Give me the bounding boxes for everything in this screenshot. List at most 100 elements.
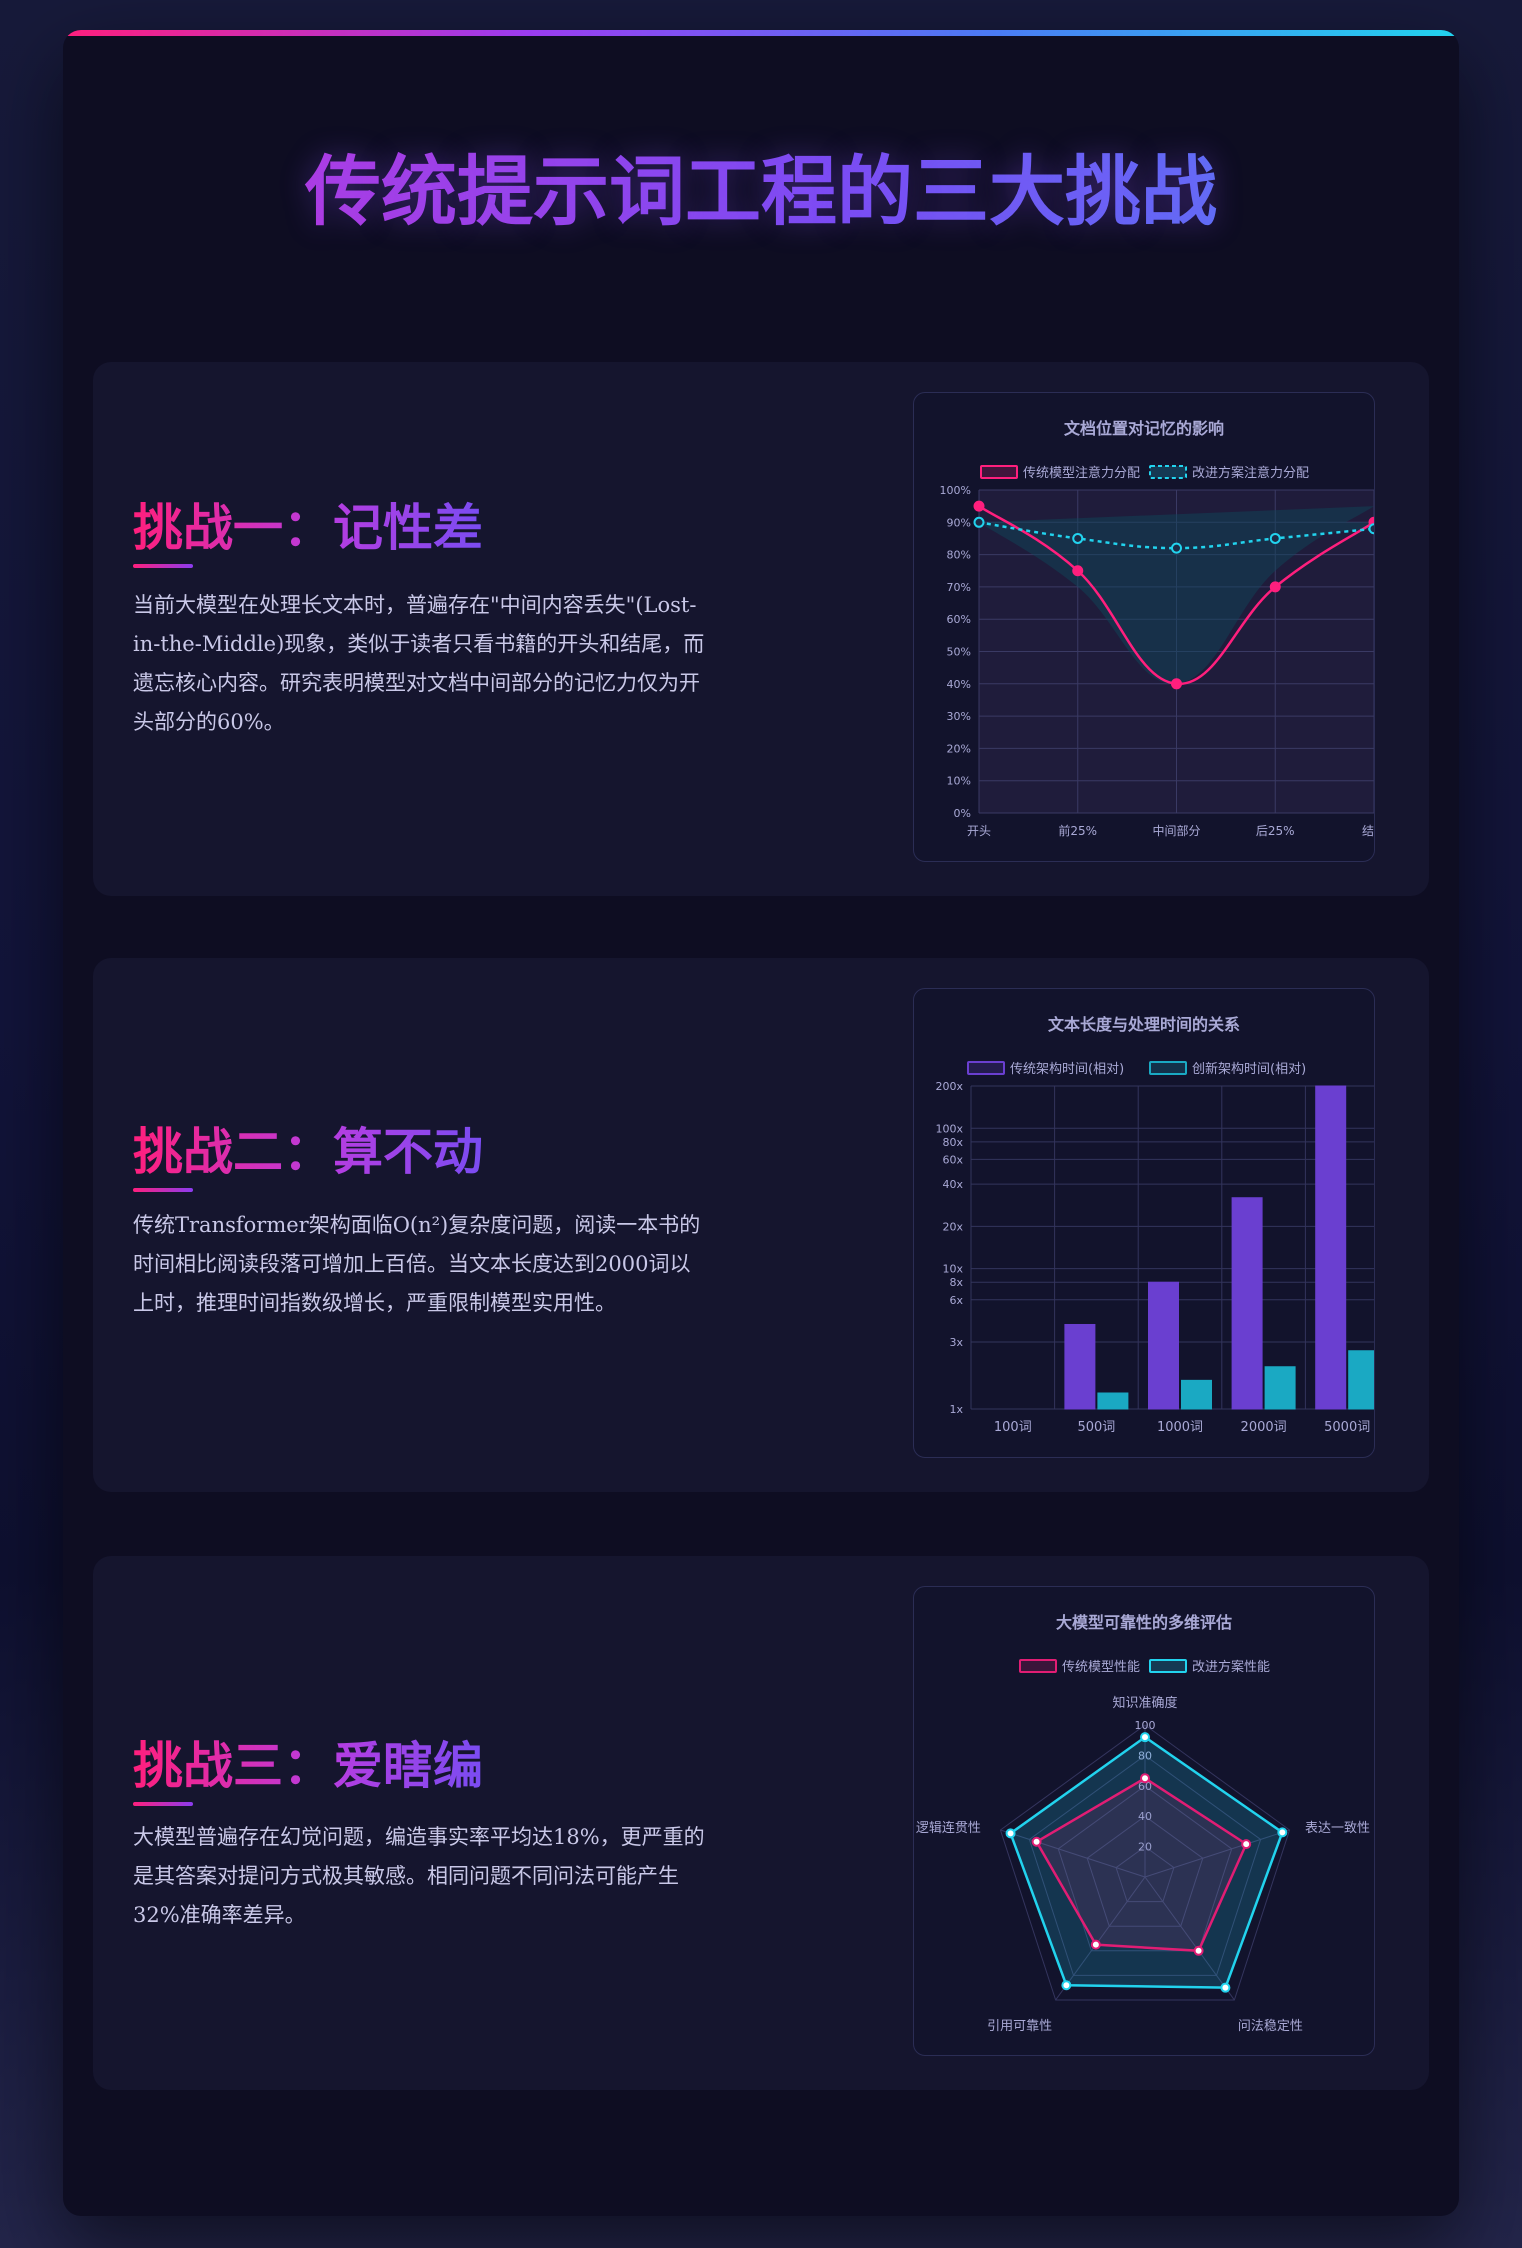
section-description: 大模型普遍存在幻觉问题，编造事实率平均达18%，更严重的是其答案对提问方式极其敏… [133,1825,705,1927]
legend-swatch [1149,1659,1187,1673]
y-tick-label: 40x [942,1178,963,1191]
x-tick-label: 1000词 [1157,1420,1203,1435]
data-point [1061,1980,1072,1991]
legend-swatch [980,465,1018,479]
r-tick-label: 40 [1138,1810,1152,1823]
data-point [1031,1836,1042,1847]
chart-title: 文档位置对记忆的影响 [1064,419,1224,438]
legend-swatch [1149,1061,1187,1075]
title-underline [133,1188,193,1192]
radar-spoke [1000,1829,1146,1878]
data-point [1005,1828,1016,1839]
data-point [973,500,985,512]
r-tick-label: 100 [1135,1719,1156,1732]
title-underline [133,1802,193,1806]
y-tick-label: 8x [949,1276,963,1289]
chart-title: 大模型可靠性的多维评估 [1056,1613,1232,1632]
legend-swatch [1149,465,1187,479]
bar-series-1 [1231,1197,1263,1410]
bar-series-1 [1315,1085,1347,1410]
data-point [1090,1939,1101,1950]
x-tick-label: 100词 [994,1420,1032,1435]
processing-time-bar-chart-card: 文本长度与处理时间的关系 传统架构时间(相对) 创新架构时间(相对) 1x 3x 6x 8x… [913,988,1375,1458]
data-point [1072,565,1084,577]
data-point [973,516,985,528]
y-tick-label: 40% [947,678,971,691]
data-point [1171,678,1182,690]
y-tick-label: 30% [947,710,971,723]
radar-grid-ring [1115,1845,1175,1903]
radar-grid-ring [1028,1754,1262,1976]
axis-label: 引用可靠性 [987,2019,1052,2034]
y-tick-label: 90% [947,516,971,529]
bar-series-2 [1181,1379,1212,1410]
y-tick-label: 100% [940,484,971,497]
legend-label: 传统架构时间(相对) [1010,1062,1124,1077]
reliability-radar-chart-card: 大模型可靠性的多维评估 传统模型性能 改进方案性能 20 40 60 80 100 知识准确度表… [913,1586,1375,2056]
data-point [1220,1982,1231,1993]
axis-label: 逻辑连贯性 [916,1820,981,1836]
y-tick-label: 200x [935,1080,963,1093]
y-tick-label: 20% [947,742,971,755]
y-tick-label: 6x [949,1294,963,1307]
series-gap-area [979,506,1374,684]
x-tick-label: 中间部分 [1152,823,1200,838]
y-tick-label: 80% [947,549,971,562]
r-tick-label: 60 [1138,1780,1152,1793]
y-tick-label: 60x [942,1153,963,1166]
bar-series-1 [1064,1323,1096,1410]
challenge-section-3: 挑战三：爱瞎编 大模型普遍存在幻觉问题，编造事实率平均达18%，更严重的是其答案… [93,1556,1429,2090]
y-tick-label: 70% [947,581,971,594]
data-point [1193,1945,1204,1956]
legend-label: 改进方案性能 [1192,1659,1270,1675]
x-tick-label: 5000词 [1324,1420,1370,1435]
section-description: 传统Transformer架构面临O(n²)复杂度问题，阅读一本书的时间相比阅读… [133,1213,701,1315]
title-underline [133,564,193,568]
radar-grid-ring [1057,1785,1233,1952]
section-title: 挑战一：记性差 [133,488,483,560]
radar-series-1 [1034,1776,1248,1953]
y-tick-label: 80x [942,1136,963,1149]
legend-label: 传统模型性能 [1062,1660,1140,1675]
x-tick-label: 2000词 [1241,1420,1287,1435]
data-point [1368,523,1374,535]
challenge-section-2: 挑战二：算不动 传统Transformer架构面临O(n²)复杂度问题，阅读一本… [93,958,1429,1492]
radar-grid-ring [1086,1815,1204,1927]
page-title: 传统提示词工程的三大挑战 [63,130,1459,240]
bar-series-2 [1097,1392,1129,1410]
y-tick-label: 50% [947,646,971,659]
section-title: 挑战三：爱瞎编 [133,1726,483,1798]
x-tick-label: 前25% [1058,823,1097,838]
data-point [1269,581,1281,593]
y-tick-label: 10% [947,775,971,788]
data-point [1140,1732,1150,1743]
y-tick-label: 1x [949,1403,963,1416]
memory-line-chart-card: 文档位置对记忆的影响 传统模型注意力分配 改进方案注意力分配 0% 10% 20% 30% 4… [913,392,1375,862]
legend-label: 改进方案注意力分配 [1192,465,1309,481]
chart-title: 文本长度与处理时间的关系 [1048,1015,1240,1034]
challenge-section-1: 挑战一：记性差 当前大模型在处理长文本时，普遍存在"中间内容丢失"(Lost-i… [93,362,1429,896]
x-tick-label: 后25% [1256,824,1295,838]
series-line-2 [978,521,1374,550]
accent-bar [63,30,1459,36]
y-tick-label: 60% [947,613,971,626]
y-tick-label: 20x [942,1220,963,1233]
data-point [1269,532,1281,544]
legend-label: 传统模型注意力分配 [1023,465,1140,481]
section-title: 挑战二：算不动 [133,1112,483,1184]
data-point [1241,1839,1252,1850]
data-point [1140,1773,1150,1784]
bar-series-2 [1348,1350,1374,1410]
y-tick-label: 3x [949,1336,963,1349]
data-point [1072,532,1084,544]
bar-series-1 [1148,1281,1179,1410]
radar-spoke [1144,1829,1290,1878]
axis-label: 问法稳定性 [1238,2018,1303,2034]
radar-grid-ring [999,1724,1291,2001]
axis-label: 表达一致性 [1305,1821,1370,1836]
data-point [1277,1827,1288,1838]
data-point [1171,542,1182,554]
legend-swatch [1019,1659,1057,1673]
y-tick-label: 10x [942,1263,963,1276]
axis-label: 知识准确度 [1112,1695,1177,1711]
